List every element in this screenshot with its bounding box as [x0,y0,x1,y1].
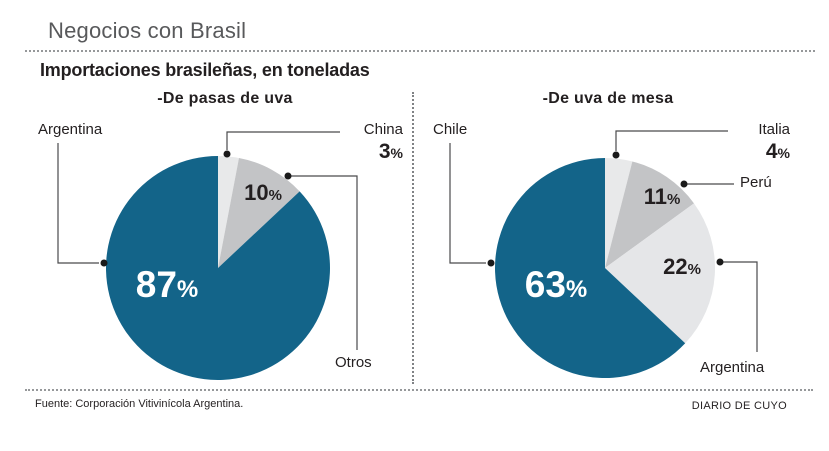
pie-slice-chile [495,158,686,378]
bottom-dotted-rule [25,389,813,391]
pie-slice-china [218,156,239,268]
callout-argentina-mesa: Argentina [700,359,765,376]
chart-title-pasas: -De pasas de uva [157,90,293,107]
leader-dot-argentina-mesa [716,258,724,266]
value-label-chile: 63% [524,264,588,305]
pie-chart-pasas-de-uva [106,156,330,380]
pie-slice-argentina [605,203,715,344]
callout-italia-value: 4% [765,140,790,163]
callout-italia: Italia 4% [720,121,790,166]
value-label-argentina-pasas: 87% [135,264,199,305]
callout-chile: Chile [433,121,468,138]
callout-china: China 3% [330,121,403,166]
callout-otros: Otros [335,354,372,371]
vertical-dotted-divider [412,92,414,384]
pie-slice-italia [605,158,633,268]
pie-slice-argentina [106,156,330,380]
callout-italia-label: Italia [758,121,790,138]
callout-china-value: 3% [378,140,403,163]
page-title: Negocios con Brasil [48,18,247,43]
leader-argentina-mesa [723,261,758,352]
leader-argentina-pasas [57,143,99,264]
pie-slice-otros [218,157,300,268]
value-label-otros: 10% [244,180,282,205]
chart-title-mesa: -De uva de mesa [542,90,674,107]
top-dotted-rule [25,50,815,52]
leader-china [226,131,340,150]
callout-argentina-pasas: Argentina [38,121,103,138]
pie-slice-peru [605,161,694,268]
callout-china-label: China [363,121,403,138]
callout-peru: Perú [740,174,772,191]
pie-chart-uva-de-mesa [495,158,715,378]
leader-dot-chile [487,259,495,267]
leader-chile [449,143,486,264]
value-label-peru: 11% [643,184,681,209]
leader-italia [615,130,728,151]
publisher-credit: DIARIO DE CUYO [691,400,787,412]
value-label-argentina-mesa: 22% [663,254,701,279]
chart-subtitle: Importaciones brasileñas, en toneladas [40,60,370,80]
source-credit: Fuente: Corporación Vitivinícola Argenti… [35,398,244,410]
